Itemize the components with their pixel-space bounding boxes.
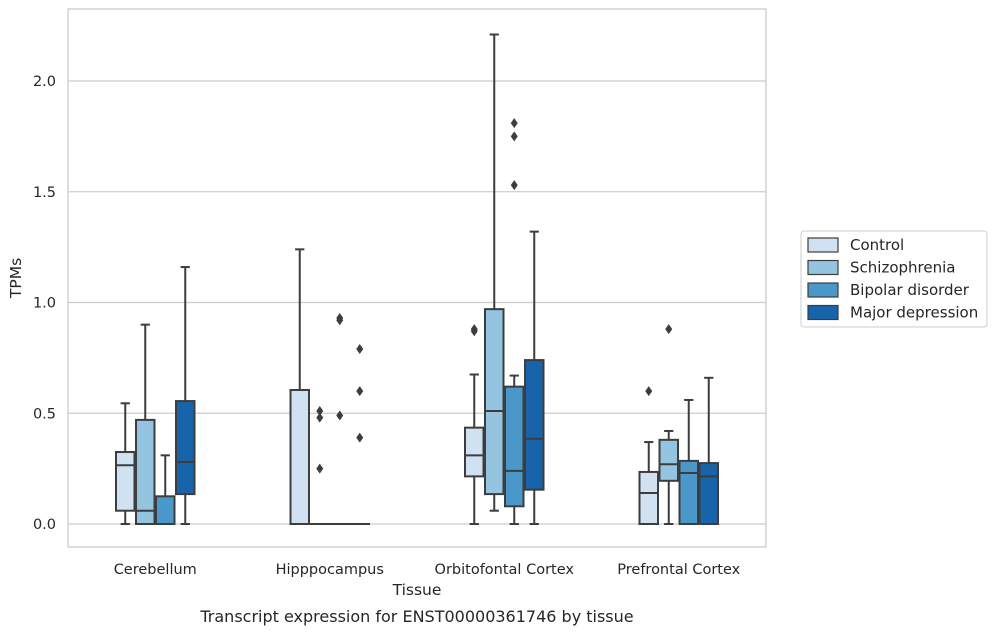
legend-label: Control xyxy=(850,236,904,254)
box-iqr xyxy=(155,495,176,525)
legend-item: Control xyxy=(807,236,904,254)
box-iqr xyxy=(504,385,525,508)
box-control xyxy=(289,248,310,525)
box-major-depression xyxy=(524,230,545,525)
box-schizophrenia xyxy=(484,33,505,512)
outlier-point xyxy=(336,313,344,324)
box-major-depression xyxy=(349,344,370,526)
legend-label: Major depression xyxy=(850,304,978,322)
legend-item: Schizophrenia xyxy=(807,259,955,277)
box-iqr xyxy=(678,459,699,525)
legend-swatch xyxy=(807,304,839,321)
outlier-point xyxy=(510,131,518,142)
outlier-point xyxy=(470,324,478,335)
y-tick-label: 0.0 xyxy=(33,517,56,533)
outlier-point xyxy=(356,344,364,355)
x-tick-label: Cerebellum xyxy=(114,562,197,578)
legend-swatch xyxy=(807,237,839,253)
outlier-point xyxy=(510,118,518,129)
legend-label: Bipolar disorder xyxy=(850,281,970,299)
box-control xyxy=(638,386,659,526)
box-bipolar-disorder xyxy=(155,454,176,525)
outlier-point xyxy=(356,432,364,443)
x-tick-label: Hipppocampus xyxy=(276,562,384,578)
box-control xyxy=(464,324,485,525)
box-iqr xyxy=(698,462,719,525)
box-iqr xyxy=(524,359,545,491)
outlier-point xyxy=(316,463,324,474)
y-tick-label: 1.5 xyxy=(33,185,56,201)
legend-swatch xyxy=(807,259,839,276)
x-tick-label: Orbitofontal Cortex xyxy=(435,562,575,578)
legend-frame xyxy=(800,230,988,328)
plot-frame xyxy=(67,8,767,548)
legend-label: Schizophrenia xyxy=(850,259,955,277)
outlier-point xyxy=(336,410,344,421)
box-iqr xyxy=(638,470,659,526)
y-tick-labels: 0.0 0.5 1.0 1.5 2.0 xyxy=(33,74,56,533)
outlier-point xyxy=(510,180,518,191)
x-tick-labels: Cerebellum Hipppocampus Orbitofontal Corte… xyxy=(114,562,741,578)
box-schizophrenia xyxy=(135,323,156,525)
box-control xyxy=(115,402,136,525)
legend-swatch xyxy=(807,282,839,298)
box-schizophrenia xyxy=(309,406,330,526)
outlier-point xyxy=(665,324,673,335)
box-iqr xyxy=(135,418,156,525)
outlier-point xyxy=(356,386,364,397)
box-iqr xyxy=(289,388,310,525)
box-iqr xyxy=(484,308,505,496)
y-axis-label: TPMs xyxy=(7,258,25,299)
y-tick-label: 1.0 xyxy=(33,296,56,312)
box-schizophrenia xyxy=(658,324,679,525)
outlier-point xyxy=(316,412,324,423)
box-iqr xyxy=(464,426,485,478)
plot-boxes xyxy=(115,33,719,526)
legend-item: Major depression xyxy=(807,304,978,322)
box-iqr xyxy=(115,451,136,512)
box-major-depression xyxy=(698,376,719,525)
legend-item: Bipolar disorder xyxy=(807,281,970,299)
box-bipolar-disorder xyxy=(678,398,699,525)
box-bipolar-disorder xyxy=(329,313,350,526)
y-tick-label: 2.0 xyxy=(33,74,56,90)
outlier-point xyxy=(316,406,324,417)
y-tick-label: 0.5 xyxy=(33,406,56,422)
x-axis-label: Tissue xyxy=(392,581,442,599)
box-iqr xyxy=(175,400,196,496)
legend: Control Schizophrenia Bipolar disorder Majo… xyxy=(800,230,988,328)
box-major-depression xyxy=(175,266,196,525)
box-iqr xyxy=(658,438,679,482)
outlier-point xyxy=(645,386,653,397)
x-tick-label: Prefrontal Cortex xyxy=(617,562,740,578)
box-bipolar-disorder xyxy=(504,118,525,525)
chart-caption: Transcript expression for ENST0000036174… xyxy=(199,607,633,626)
